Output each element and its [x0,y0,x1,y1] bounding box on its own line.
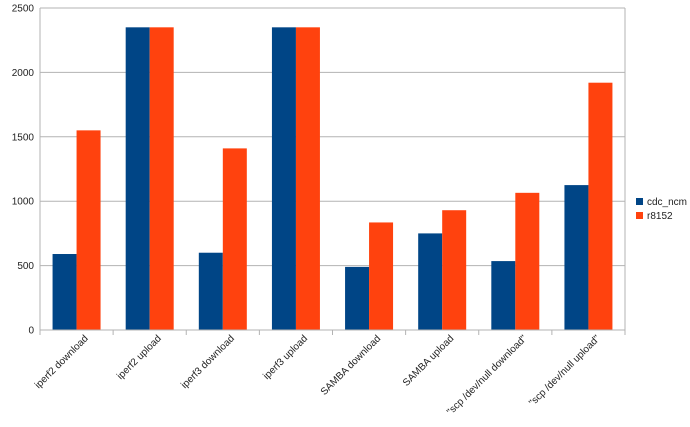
legend-swatch [636,212,643,219]
bar-cdc-ncm [345,266,370,330]
axes [39,8,626,335]
legend-swatch [636,198,643,205]
bar-r8152 [588,82,613,330]
bar-r8152 [149,27,174,330]
x-category-label: iperf2 upload [115,333,164,382]
x-axis-category-labels: iperf2 download iperf2 upload iperf3 downl… [33,333,603,418]
bar-r8152 [515,192,540,330]
x-category-label: "scp /dev/null download" [445,333,530,418]
x-category-label: "scp /dev/null upload" [527,333,603,409]
y-tick-label: 1000 [12,197,35,208]
y-tick-label: 0 [28,326,34,337]
x-category-label: iperf2 download [33,333,91,391]
legend-label: r8152 [647,211,673,222]
bar-r8152 [76,130,101,330]
x-category-label: SAMBA download [319,333,383,397]
bar-cdc-ncm [491,261,516,330]
legend-label: cdc_ncm [647,197,687,208]
x-category-label: iperf3 download [179,333,237,391]
x-category-label: iperf3 upload [261,333,310,382]
x-category-label: SAMBA upload [401,333,456,388]
y-tick-label: 500 [17,261,34,272]
bar-cdc-ncm [125,27,150,330]
bar-cdc-ncm [271,27,296,330]
bar-r8152 [369,222,394,330]
y-tick-label: 2500 [12,4,35,15]
legend: cdc_ncm r8152 [636,197,687,222]
bar-cdc-ncm [564,185,589,330]
bar-cdc-ncm [418,233,443,330]
bar-cdc-ncm [198,252,223,330]
y-tick-label: 1500 [12,132,35,143]
y-axis-tick-labels: 0 500 1000 1500 2000 2500 [12,4,35,337]
bar-r8152 [222,148,247,330]
bar-r8152 [442,210,467,330]
y-tick-label: 2000 [12,68,35,79]
bars [52,27,613,330]
bar-r8152 [295,27,320,330]
bar-cdc-ncm [52,254,77,330]
